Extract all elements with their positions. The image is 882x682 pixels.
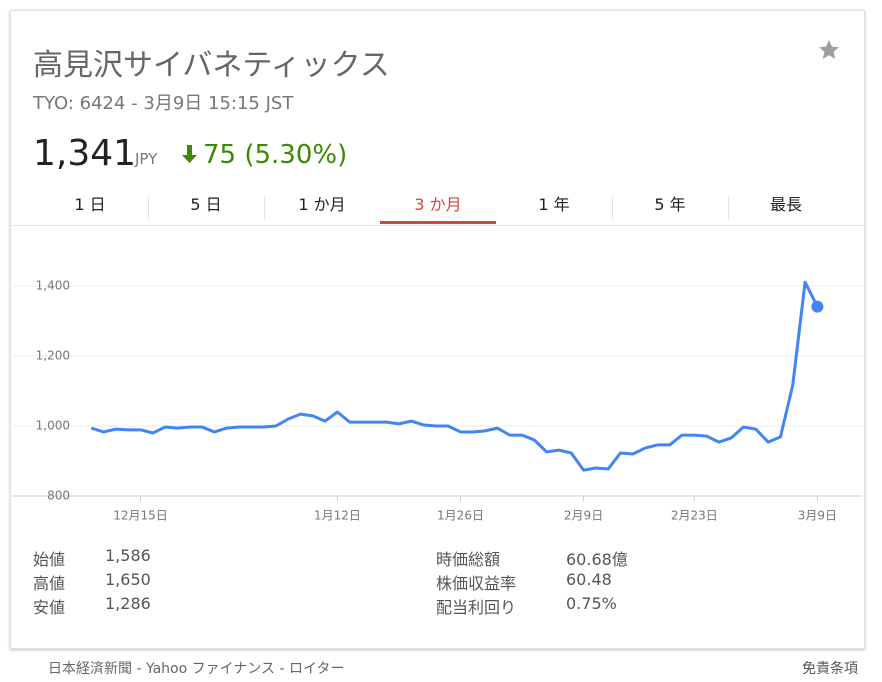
price-line [90, 280, 819, 472]
y-tick-label: 800 [47, 489, 70, 503]
disclaimer-link[interactable]: 免責条項 [802, 661, 858, 677]
stat-value: 60.48 [566, 570, 612, 589]
stat-value: 60.68億 [566, 550, 628, 569]
stat-label: 時価総額 [436, 550, 501, 569]
y-tick-label: 1,200 [36, 349, 70, 363]
tab-separator [728, 196, 729, 220]
stat-value: 1,286 [105, 594, 151, 613]
stat-value: 0.75% [566, 594, 617, 613]
price: 1,341 [33, 133, 137, 174]
tab[interactable]: 最長 [769, 195, 802, 214]
x-tick-label: 3月9日 [798, 509, 837, 523]
tab-separator [148, 196, 149, 220]
stat-label: 安値 [33, 598, 66, 617]
y-tick-label: 1,000 [36, 419, 70, 433]
tab-separator [612, 196, 613, 220]
stat-label: 高値 [33, 574, 66, 593]
y-tick-label: 1,400 [36, 279, 70, 293]
x-tick-label: 12月15日 [113, 509, 168, 523]
stat-value: 1,650 [105, 570, 151, 589]
tab[interactable]: 5 日 [190, 195, 222, 214]
stock-card [10, 10, 865, 649]
divider [11, 225, 863, 226]
x-tick-label: 1月26日 [437, 509, 484, 523]
sources: 日本経済新聞 - Yahoo ファイナンス - ロイター [48, 661, 345, 677]
tab[interactable]: 1 年 [538, 195, 570, 214]
price-change: 75 (5.30%) [203, 140, 348, 170]
stat-label: 配当利回り [436, 598, 517, 617]
stat-value: 1,586 [105, 546, 151, 565]
tab[interactable]: 1 か月 [298, 195, 346, 214]
x-tick-label: 1月12日 [314, 509, 361, 523]
tab[interactable]: 1 日 [74, 195, 106, 214]
subtitle: TYO: 6424 - 3月9日 15:15 JST [33, 93, 294, 114]
tab[interactable]: 5 年 [654, 195, 686, 214]
currency: JPY [135, 150, 158, 168]
down-arrow [182, 145, 197, 163]
x-tick-label: 2月9日 [564, 509, 603, 523]
star-button[interactable] [817, 38, 841, 62]
stat-label: 始値 [33, 550, 66, 569]
tab[interactable]: 3 か月 [380, 186, 496, 224]
title: 高見沢サイバネティックス [33, 48, 390, 83]
x-tick-label: 2月23日 [671, 509, 718, 523]
last-point [811, 300, 824, 313]
tab-separator [264, 196, 265, 220]
chart: 800 1,000 1,200 1,400 12月15日 1月12日 1月26日 2月9日 2月… [12, 279, 862, 523]
stat-label: 株価収益率 [436, 574, 517, 593]
